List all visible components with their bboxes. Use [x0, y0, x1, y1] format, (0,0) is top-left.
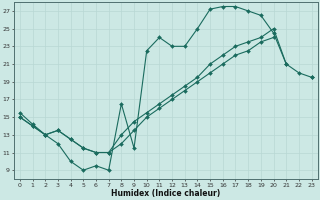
X-axis label: Humidex (Indice chaleur): Humidex (Indice chaleur) — [111, 189, 220, 198]
